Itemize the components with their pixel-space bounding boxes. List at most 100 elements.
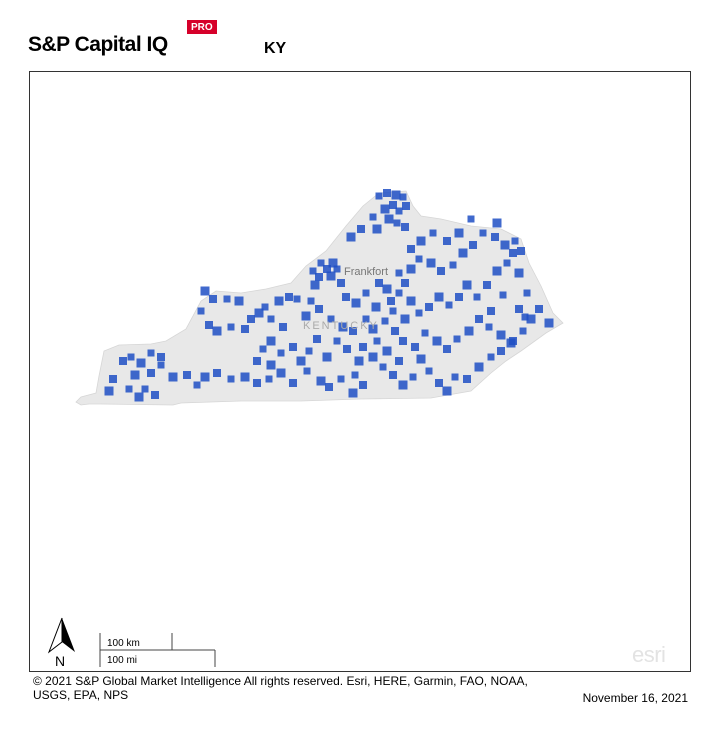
location-marker[interactable] bbox=[351, 298, 361, 308]
location-marker[interactable] bbox=[443, 345, 451, 353]
location-marker[interactable] bbox=[429, 229, 437, 237]
location-marker[interactable] bbox=[435, 379, 443, 387]
location-marker[interactable] bbox=[492, 218, 502, 228]
location-marker[interactable] bbox=[544, 318, 554, 328]
location-marker[interactable] bbox=[227, 323, 235, 331]
location-marker[interactable] bbox=[523, 289, 531, 297]
location-marker[interactable] bbox=[491, 233, 499, 241]
location-marker[interactable] bbox=[119, 357, 127, 365]
location-marker[interactable] bbox=[442, 386, 452, 396]
location-marker[interactable] bbox=[315, 305, 323, 313]
location-marker[interactable] bbox=[389, 307, 397, 315]
location-marker[interactable] bbox=[338, 322, 348, 332]
location-marker[interactable] bbox=[395, 357, 403, 365]
location-marker[interactable] bbox=[399, 337, 407, 345]
location-marker[interactable] bbox=[289, 379, 297, 387]
location-marker[interactable] bbox=[379, 363, 387, 371]
location-marker[interactable] bbox=[400, 314, 410, 324]
location-marker[interactable] bbox=[310, 280, 320, 290]
location-marker[interactable] bbox=[373, 337, 381, 345]
location-marker[interactable] bbox=[213, 369, 221, 377]
location-marker[interactable] bbox=[307, 297, 315, 305]
location-marker[interactable] bbox=[109, 375, 117, 383]
location-marker[interactable] bbox=[509, 249, 517, 257]
location-marker[interactable] bbox=[212, 326, 222, 336]
location-marker[interactable] bbox=[359, 343, 367, 351]
location-marker[interactable] bbox=[458, 248, 468, 258]
location-marker[interactable] bbox=[387, 297, 395, 305]
location-marker[interactable] bbox=[125, 385, 133, 393]
location-marker[interactable] bbox=[200, 286, 210, 296]
location-marker[interactable] bbox=[285, 293, 293, 301]
location-marker[interactable] bbox=[416, 354, 426, 364]
location-marker[interactable] bbox=[464, 326, 474, 336]
location-marker[interactable] bbox=[383, 189, 391, 197]
location-marker[interactable] bbox=[276, 368, 286, 378]
location-marker[interactable] bbox=[434, 292, 444, 302]
location-marker[interactable] bbox=[316, 376, 326, 386]
location-marker[interactable] bbox=[519, 327, 527, 335]
location-marker[interactable] bbox=[313, 335, 321, 343]
location-marker[interactable] bbox=[375, 192, 383, 200]
location-marker[interactable] bbox=[223, 295, 231, 303]
location-marker[interactable] bbox=[240, 372, 250, 382]
location-marker[interactable] bbox=[343, 345, 351, 353]
location-marker[interactable] bbox=[492, 266, 502, 276]
location-marker[interactable] bbox=[469, 241, 477, 249]
location-marker[interactable] bbox=[416, 236, 426, 246]
location-marker[interactable] bbox=[197, 307, 205, 315]
location-marker[interactable] bbox=[346, 232, 356, 242]
location-marker[interactable] bbox=[342, 293, 350, 301]
location-marker[interactable] bbox=[317, 259, 325, 267]
location-marker[interactable] bbox=[389, 371, 397, 379]
location-marker[interactable] bbox=[426, 258, 436, 268]
location-marker[interactable] bbox=[293, 295, 301, 303]
location-marker[interactable] bbox=[425, 303, 433, 311]
location-marker[interactable] bbox=[289, 343, 297, 351]
location-marker[interactable] bbox=[487, 353, 495, 361]
location-marker[interactable] bbox=[327, 315, 335, 323]
location-marker[interactable] bbox=[380, 204, 390, 214]
location-marker[interactable] bbox=[323, 265, 331, 273]
location-marker[interactable] bbox=[503, 259, 511, 267]
location-marker[interactable] bbox=[535, 305, 543, 313]
location-marker[interactable] bbox=[395, 207, 403, 215]
location-marker[interactable] bbox=[337, 279, 345, 287]
location-marker[interactable] bbox=[328, 258, 338, 268]
location-marker[interactable] bbox=[455, 293, 463, 301]
location-marker[interactable] bbox=[467, 215, 475, 223]
location-marker[interactable] bbox=[372, 224, 382, 234]
location-marker[interactable] bbox=[333, 337, 341, 345]
location-marker[interactable] bbox=[253, 379, 261, 387]
location-marker[interactable] bbox=[253, 357, 261, 365]
location-marker[interactable] bbox=[209, 295, 217, 303]
location-marker[interactable] bbox=[104, 386, 114, 396]
location-marker[interactable] bbox=[168, 372, 178, 382]
location-marker[interactable] bbox=[147, 349, 155, 357]
location-marker[interactable] bbox=[259, 345, 267, 353]
location-marker[interactable] bbox=[348, 388, 358, 398]
map-canvas[interactable]: Frankfort KENTUCKY bbox=[30, 72, 691, 672]
location-marker[interactable] bbox=[473, 293, 481, 301]
location-marker[interactable] bbox=[261, 303, 269, 311]
location-marker[interactable] bbox=[475, 315, 483, 323]
location-marker[interactable] bbox=[326, 271, 336, 281]
location-marker[interactable] bbox=[453, 335, 461, 343]
location-marker[interactable] bbox=[141, 385, 149, 393]
location-marker[interactable] bbox=[267, 315, 275, 323]
location-marker[interactable] bbox=[205, 321, 213, 329]
location-marker[interactable] bbox=[445, 301, 453, 309]
location-marker[interactable] bbox=[277, 349, 285, 357]
location-marker[interactable] bbox=[382, 284, 392, 294]
location-marker[interactable] bbox=[200, 372, 210, 382]
location-marker[interactable] bbox=[362, 289, 370, 297]
location-marker[interactable] bbox=[157, 353, 165, 361]
location-marker[interactable] bbox=[351, 371, 359, 379]
location-marker[interactable] bbox=[454, 228, 464, 238]
location-marker[interactable] bbox=[500, 240, 510, 250]
location-marker[interactable] bbox=[147, 369, 155, 377]
location-marker[interactable] bbox=[266, 336, 276, 346]
location-marker[interactable] bbox=[337, 375, 345, 383]
location-marker[interactable] bbox=[474, 362, 484, 372]
location-marker[interactable] bbox=[415, 255, 423, 263]
